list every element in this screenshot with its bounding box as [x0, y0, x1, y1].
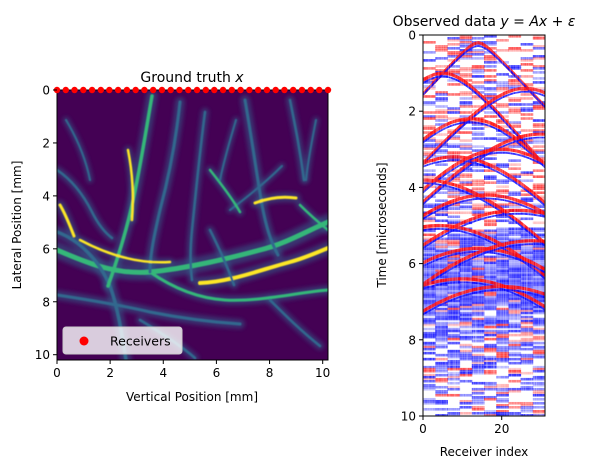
legend: Receivers	[62, 326, 183, 355]
left-ylabel: Lateral Position [mm]	[10, 161, 24, 290]
receiver-point	[132, 86, 139, 94]
receiver-point	[228, 86, 236, 94]
vessel	[65, 119, 91, 181]
receiver-point	[176, 86, 183, 94]
right-y-tick-label: 10	[401, 410, 416, 424]
observed-data-panel: Observed data y = Ax + ε 0 20 0 2 4 6 8 10 Rec…	[375, 14, 576, 459]
right-y-tick-label: 8	[408, 333, 416, 347]
vessel	[58, 203, 76, 238]
receiver-point	[149, 86, 157, 94]
left-y-tick-label: 4	[42, 189, 50, 203]
vessel	[253, 195, 298, 205]
right-x-ticks: 0 20	[419, 416, 509, 436]
receiver-point	[289, 86, 297, 94]
receiver-point	[62, 86, 69, 94]
left-y-tick-label: 8	[42, 295, 50, 309]
legend-box	[62, 326, 183, 355]
receiver-point	[298, 86, 306, 94]
left-y-tick-label: 6	[42, 242, 50, 256]
vessel	[189, 110, 207, 282]
receiver-point	[97, 86, 105, 94]
left-y-tick-label: 10	[35, 348, 50, 362]
right-title-text: Observed data	[393, 14, 501, 30]
vessel	[57, 168, 114, 240]
vessel	[298, 203, 328, 232]
receiver-point	[167, 86, 174, 94]
vessel	[305, 119, 317, 181]
vessel	[148, 270, 328, 302]
receiver-point	[88, 86, 96, 94]
left-x-tick-label: 10	[315, 366, 330, 380]
left-heatmap	[57, 90, 328, 360]
left-x-tick-label: 4	[159, 366, 167, 380]
seismic-noise	[423, 35, 545, 416]
left-x-tick-label: 8	[266, 366, 274, 380]
right-y-ticks: 0 2 4 6 8 10	[401, 29, 423, 424]
right-y-tick-label: 4	[408, 181, 416, 195]
receiver-point	[80, 86, 87, 94]
left-title-math: x	[234, 70, 244, 86]
receiver-point	[158, 86, 166, 94]
left-x-tick-label: 0	[53, 366, 61, 380]
receiver-point	[106, 86, 113, 94]
left-title: Ground truth x	[140, 70, 244, 86]
vessel	[208, 168, 242, 214]
vessel	[57, 293, 242, 326]
right-y-tick-label: 0	[408, 29, 416, 43]
right-axes-frame	[422, 34, 546, 417]
receiver-point	[281, 86, 288, 94]
receiver-point	[71, 86, 78, 94]
receiver-point	[316, 86, 323, 94]
right-xlabel: Receiver index	[440, 445, 529, 459]
vessel	[268, 298, 322, 348]
left-x-tick-label: 2	[106, 366, 114, 380]
vessel	[208, 228, 236, 287]
right-y-tick-label: 6	[408, 257, 416, 271]
vessel-layer	[57, 94, 328, 360]
receiver-point	[254, 86, 262, 94]
vessel	[198, 246, 328, 285]
right-heatmap	[423, 35, 545, 416]
receiver-point	[185, 86, 192, 94]
ground-truth-panel: Ground truth x 0 2 4 6 8 10 0 2 4 6 8 10 Vertical …	[10, 70, 332, 404]
receiver-point	[272, 86, 279, 94]
right-title: Observed data y = Ax + ε	[393, 14, 576, 30]
receiver-point	[202, 86, 209, 94]
right-x-tick-label: 20	[494, 422, 509, 436]
left-xlabel: Vertical Position [mm]	[126, 390, 258, 404]
receiver-point	[246, 86, 253, 94]
receivers-series	[53, 86, 332, 94]
receiver-point	[211, 86, 218, 94]
receiver-point	[123, 86, 131, 94]
right-y-tick-label: 2	[408, 105, 416, 119]
receiver-point	[307, 86, 314, 94]
vessel	[219, 119, 237, 181]
receiver-point	[141, 86, 148, 94]
receiver-point	[263, 86, 271, 94]
left-y-tick-label: 0	[42, 84, 50, 98]
legend-receiver-marker	[79, 336, 89, 346]
receiver-point	[237, 86, 244, 94]
receiver-point	[324, 86, 332, 94]
vessel	[126, 148, 135, 222]
legend-receivers-label: Receivers	[110, 334, 171, 349]
receiver-point	[114, 86, 122, 94]
right-x-tick-label: 0	[419, 422, 427, 436]
left-title-text: Ground truth	[140, 70, 235, 86]
right-title-math: y = Ax + ε	[499, 14, 575, 30]
left-axes-frame	[56, 89, 329, 361]
right-ylabel: Time [microseconds]	[375, 162, 389, 288]
left-y-tick-label: 2	[42, 136, 50, 150]
left-x-tick-label: 6	[213, 366, 221, 380]
vessel	[78, 238, 172, 264]
vessel	[288, 98, 306, 182]
receiver-point	[193, 86, 201, 94]
vessel	[148, 100, 182, 274]
left-x-ticks: 0 2 4 6 8 10	[53, 360, 330, 380]
receiver-point	[219, 86, 227, 94]
left-y-ticks: 0 2 4 6 8 10	[35, 84, 57, 362]
